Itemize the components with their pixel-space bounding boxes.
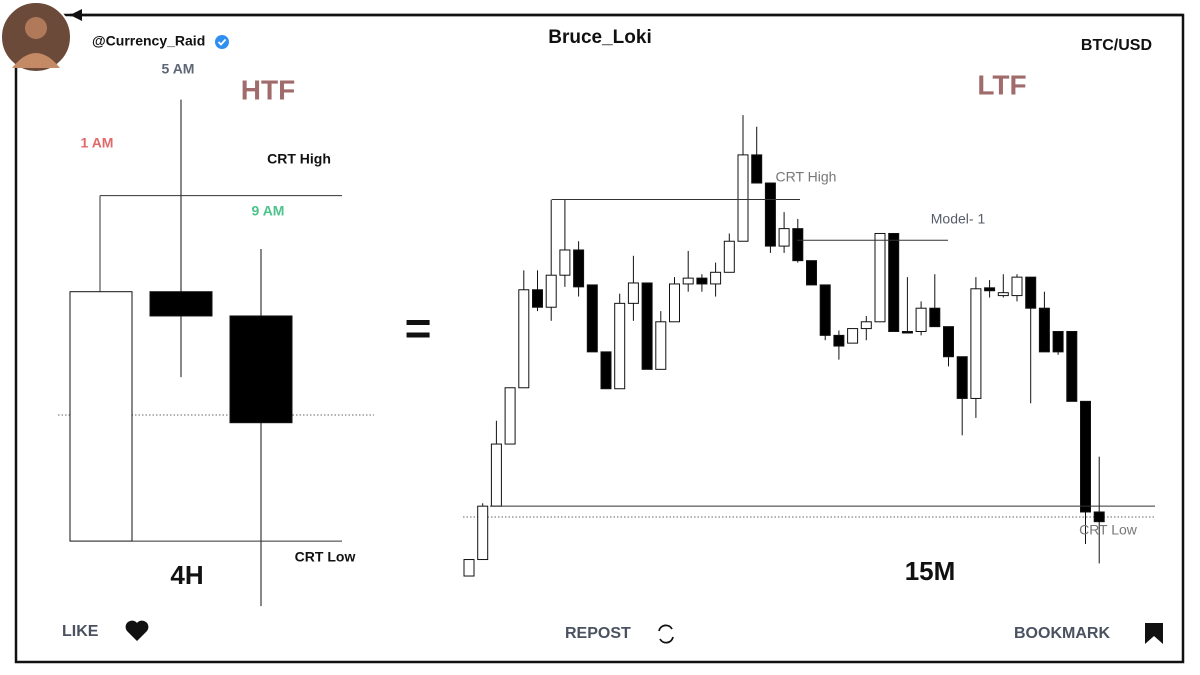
- candle-body: [1038, 307, 1050, 353]
- candle-body: [778, 228, 790, 247]
- heart-icon[interactable]: [125, 620, 149, 641]
- candle-body: [806, 260, 817, 286]
- candle-time-label: 1 AM: [81, 135, 114, 151]
- candle-body: [847, 328, 859, 344]
- candle-body: [545, 274, 557, 308]
- candle-body: [627, 282, 639, 304]
- candle-body: [559, 249, 571, 276]
- candle-body: [860, 321, 872, 330]
- candle-body: [929, 307, 941, 328]
- candle-body: [997, 292, 1009, 297]
- pair: BTC/USD: [1081, 37, 1152, 54]
- candle-body: [833, 334, 845, 347]
- candle-body: [682, 277, 694, 285]
- candle-body: [149, 291, 213, 317]
- candle-time-label: 9 AM: [252, 203, 285, 219]
- handle[interactable]: @Currency_Raid: [92, 33, 205, 49]
- level-label: CRT Low: [1079, 522, 1138, 538]
- candle-body: [970, 288, 982, 399]
- level-label: Model- 1: [931, 211, 986, 227]
- candle-body: [984, 287, 996, 292]
- chart-title: LTF: [977, 69, 1026, 100]
- avatar-face: [25, 17, 47, 39]
- candle-body: [69, 291, 133, 542]
- candle-body: [586, 284, 598, 353]
- timeframe-label: 4H: [170, 560, 203, 590]
- candle-body: [669, 283, 680, 323]
- candle-body: [956, 356, 968, 399]
- author: Bruce_Loki: [548, 27, 651, 48]
- candle-body: [490, 443, 502, 507]
- equals-sign: =: [405, 302, 432, 354]
- candle-body: [1080, 400, 1091, 513]
- candle-body: [463, 559, 475, 577]
- chart-title: HTF: [241, 74, 295, 105]
- bookmark-icon[interactable]: [1145, 623, 1163, 644]
- candle-body: [751, 154, 763, 184]
- candle-body: [518, 289, 530, 389]
- candle-body: [696, 277, 708, 285]
- level-label: CRT Low: [295, 549, 356, 565]
- candle-body: [710, 271, 722, 285]
- candle-body: [655, 321, 667, 370]
- candle-body: [901, 330, 913, 334]
- avatar-body: [12, 53, 60, 68]
- candle-body: [1025, 276, 1037, 309]
- arrow-head: [70, 9, 82, 21]
- verified-check: [217, 38, 227, 46]
- candle-body: [1011, 276, 1023, 297]
- candle-body: [737, 154, 749, 242]
- candle-body: [764, 182, 776, 247]
- candle-body: [614, 302, 626, 390]
- candle-body: [819, 284, 831, 336]
- like-button[interactable]: LIKE: [62, 623, 99, 640]
- level-label: CRT High: [776, 169, 837, 185]
- candle-body: [532, 289, 543, 308]
- candle-body: [573, 249, 585, 288]
- candle-body: [1093, 511, 1105, 523]
- candle-body: [888, 232, 900, 332]
- timeframe-label: 15M: [905, 556, 956, 586]
- level-label: CRT High: [267, 151, 331, 167]
- candle-body: [600, 351, 612, 390]
- repost-button[interactable]: REPOST: [565, 625, 631, 642]
- candle-body: [477, 505, 489, 561]
- bookmark-button[interactable]: BOOKMARK: [1014, 625, 1110, 642]
- candle-body: [792, 228, 804, 262]
- candle-body: [915, 307, 927, 332]
- candle-body: [723, 240, 735, 273]
- candle-body: [1066, 330, 1078, 402]
- verified-badge: [215, 35, 229, 49]
- candle-body: [641, 282, 653, 370]
- candle-body: [1052, 330, 1064, 353]
- repost-icon[interactable]: [658, 624, 674, 644]
- candle-body: [504, 387, 516, 445]
- candle-time-label: 5 AM: [162, 61, 195, 77]
- candle-body: [874, 232, 886, 323]
- candle-body: [943, 326, 954, 358]
- candle-body: [229, 315, 293, 424]
